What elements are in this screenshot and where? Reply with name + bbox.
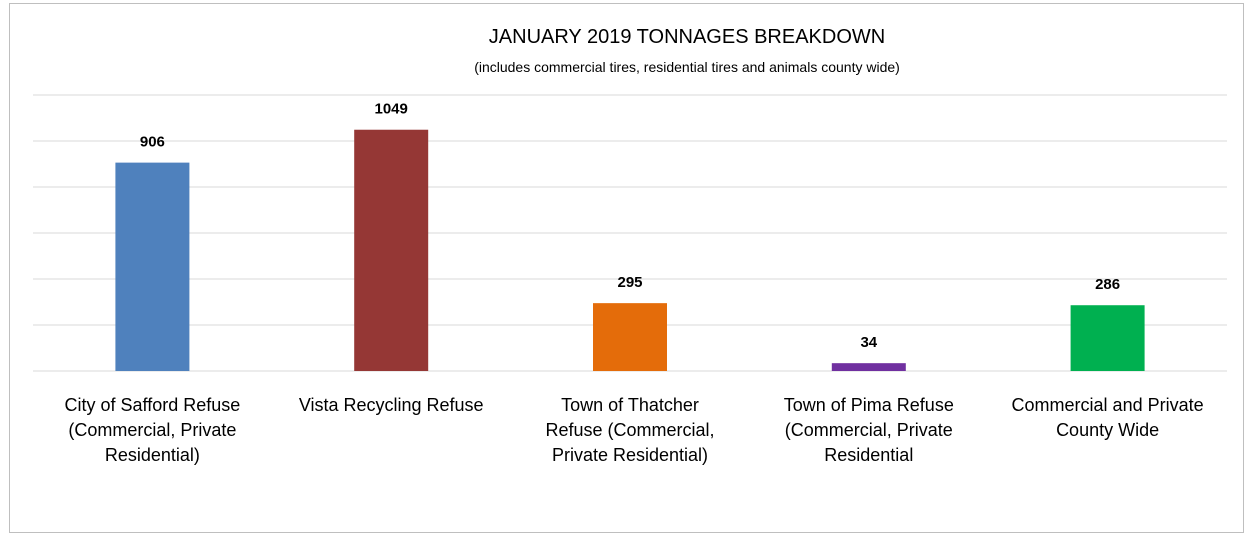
category-label-line: Refuse (Commercial, — [545, 420, 714, 440]
data-label: 295 — [617, 274, 642, 291]
category-label-line: Private Residential) — [552, 445, 708, 465]
gridlines — [33, 94, 1227, 372]
chart-subtitle: (includes commercial tires, residential … — [474, 59, 900, 75]
category-label-line: (Commercial, Private — [68, 420, 236, 440]
bar — [1070, 305, 1145, 371]
bar — [115, 162, 190, 371]
bars — [115, 129, 1145, 371]
bar — [831, 363, 906, 371]
data-label: 906 — [140, 134, 165, 151]
category-label: Commercial and Private County Wide — [1012, 395, 1204, 440]
data-label: 286 — [1095, 276, 1120, 293]
category-label-line: County Wide — [1056, 420, 1159, 440]
category-label: Vista Recycling Refuse — [299, 395, 484, 415]
chart-frame: JANUARY 2019 TONNAGES BREAKDOWN (include… — [9, 3, 1244, 533]
category-labels: City of Safford Refuse (Commercial, Priva… — [65, 395, 1204, 465]
data-labels: 906 1049 295 34 286 — [140, 101, 1120, 351]
category-label-line: Residential — [824, 445, 913, 465]
bar — [354, 129, 429, 371]
category-label: Town of Pima Refuse (Commercial, Private R… — [784, 395, 954, 465]
category-label: Town of Thatcher Refuse (Commercial, Priva… — [545, 395, 714, 465]
category-label-line: Vista Recycling Refuse — [299, 395, 484, 415]
category-label-line: Town of Thatcher — [561, 395, 699, 415]
bar-chart: JANUARY 2019 TONNAGES BREAKDOWN (include… — [33, 26, 1227, 465]
category-label-line: (Commercial, Private — [785, 420, 953, 440]
category-label-line: Residential) — [105, 445, 200, 465]
category-label-line: Commercial and Private — [1012, 395, 1204, 415]
data-label: 1049 — [375, 101, 408, 118]
category-label-line: City of Safford Refuse — [65, 395, 241, 415]
category-label: City of Safford Refuse (Commercial, Priva… — [65, 395, 241, 465]
chart-title: JANUARY 2019 TONNAGES BREAKDOWN — [489, 26, 885, 48]
data-label: 34 — [860, 334, 877, 351]
category-label-line: Town of Pima Refuse — [784, 395, 954, 415]
bar — [593, 303, 667, 371]
